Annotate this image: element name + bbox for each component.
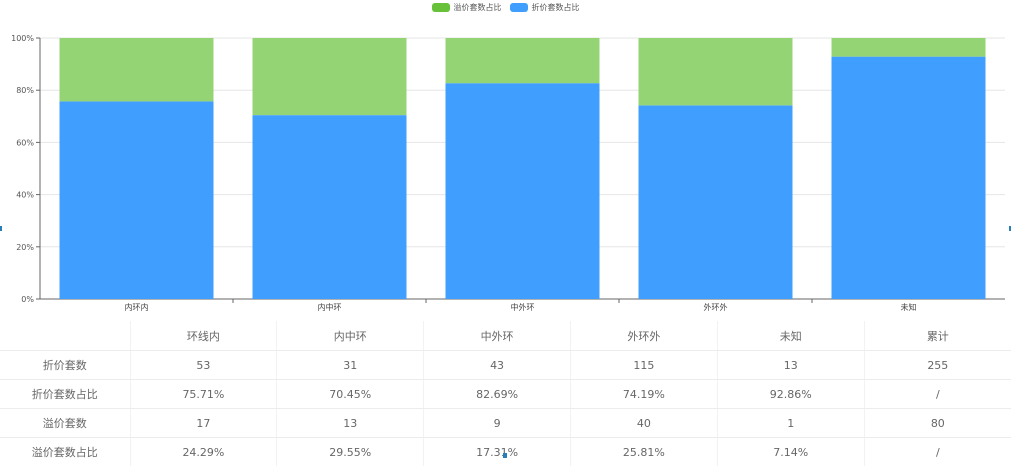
table-header-row: 环线内 内中环 中外环 外环外 未知 累计 <box>0 321 1011 351</box>
chart-plot: 0% 20% 40% 60% 80% 100% 内环内 内中环 中外环 外环外 未知 <box>0 0 1011 320</box>
table-row: 溢价套数占比 24.29% 29.55% 17.31% 25.81% 7.14%… <box>0 438 1011 466</box>
table-row: 折价套数占比 75.71% 70.45% 82.69% 74.19% 92.86… <box>0 380 1011 409</box>
table-cell: 31 <box>277 351 424 380</box>
bar-discount <box>253 115 407 299</box>
data-table: 环线内 内中环 中外环 外环外 未知 累计 折价套数 53 31 43 115 … <box>0 321 1011 466</box>
y-tick-label: 60% <box>16 138 34 147</box>
table-cell: / <box>864 438 1011 466</box>
y-tick-label: 20% <box>16 243 34 252</box>
table-cell: 53 <box>130 351 277 380</box>
y-tick-label: 100% <box>11 34 34 43</box>
x-tick-label: 外环外 <box>704 302 728 312</box>
table-cell: 255 <box>864 351 1011 380</box>
table-cell: 24.29% <box>130 438 277 466</box>
table-cell: 115 <box>570 351 717 380</box>
row-label: 折价套数 <box>0 351 130 380</box>
y-tick-label: 40% <box>16 191 34 200</box>
edge-marker <box>0 226 2 231</box>
table-header-cell: 累计 <box>864 321 1011 351</box>
table-cell: 70.45% <box>277 380 424 409</box>
table-cell: 40 <box>570 409 717 438</box>
bar-premium <box>60 38 214 101</box>
table-cell: 75.71% <box>130 380 277 409</box>
table-cell: 29.55% <box>277 438 424 466</box>
table-row: 折价套数 53 31 43 115 13 255 <box>0 351 1011 380</box>
table-header-cell: 环线内 <box>130 321 277 351</box>
y-tick-label: 80% <box>16 86 34 95</box>
table-cell: 13 <box>717 351 864 380</box>
bar-discount <box>446 83 600 299</box>
table-cell: 74.19% <box>570 380 717 409</box>
table-cell: 43 <box>424 351 571 380</box>
table-header-cell: 未知 <box>717 321 864 351</box>
row-label: 溢价套数占比 <box>0 438 130 466</box>
table-cell: / <box>864 380 1011 409</box>
stacked-bar-chart: 溢价套数占比 折价套数占比 0%20%40%60%80%100%内环内内中环中外… <box>0 0 1011 320</box>
y-tick-label: 0% <box>21 295 34 304</box>
row-label: 溢价套数 <box>0 409 130 438</box>
bar-premium <box>253 38 407 115</box>
x-tick-label: 未知 <box>901 302 917 312</box>
bar-discount <box>60 101 214 299</box>
x-tick-label: 中外环 <box>511 302 535 312</box>
table-cell: 82.69% <box>424 380 571 409</box>
table-header-cell: 内中环 <box>277 321 424 351</box>
table-cell: 92.86% <box>717 380 864 409</box>
table-cell: 9 <box>424 409 571 438</box>
row-label: 折价套数占比 <box>0 380 130 409</box>
table-cell: 7.14% <box>717 438 864 466</box>
bar-discount <box>639 105 793 299</box>
bar-premium <box>639 38 793 105</box>
table-header-cell: 外环外 <box>570 321 717 351</box>
table-row: 溢价套数 17 13 9 40 1 80 <box>0 409 1011 438</box>
x-tick-label: 内环内 <box>125 302 149 312</box>
table-cell: 80 <box>864 409 1011 438</box>
bar-premium <box>832 38 986 57</box>
bar-premium <box>446 38 600 83</box>
table-cell: 17.31% <box>424 438 571 466</box>
bar-discount <box>832 57 986 299</box>
x-tick-label: 内中环 <box>318 302 342 312</box>
table-cell: 25.81% <box>570 438 717 466</box>
table-cell: 17 <box>130 409 277 438</box>
table-header-cell <box>0 321 130 351</box>
table-cell: 1 <box>717 409 864 438</box>
table-cell: 13 <box>277 409 424 438</box>
table-header-cell: 中外环 <box>424 321 571 351</box>
edge-marker <box>503 453 507 458</box>
